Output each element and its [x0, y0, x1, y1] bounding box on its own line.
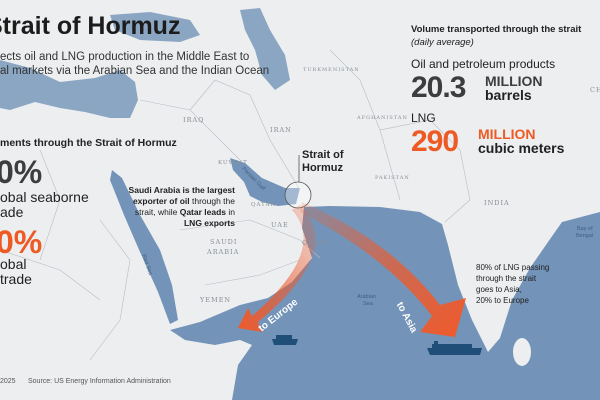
callout-text: strait, while	[134, 207, 180, 217]
oil-volume-unit-1: MILLION	[485, 73, 543, 89]
country-label-iran: IRAN	[270, 126, 292, 134]
oil-volume-value: 20.3	[411, 71, 466, 104]
oil-share-label-1: obal seaborne	[0, 189, 89, 205]
callout-text: Saudi Arabia is the largest	[128, 185, 235, 195]
sri-lanka	[513, 338, 531, 366]
europe-route-arrow	[238, 205, 316, 332]
country-label-qatar: QATAR	[251, 202, 276, 208]
water-bodies	[0, 8, 600, 400]
mediterranean-sea	[0, 60, 138, 118]
strait-highlight-circle	[284, 181, 312, 209]
footer-year: 2025	[0, 378, 16, 385]
country-label-saudi-1: SAUDI	[210, 238, 238, 246]
caspian-sea	[240, 8, 290, 90]
country-label-yemen: YEMEN	[200, 296, 232, 304]
country-label-pakistan: PAKISTAN	[375, 175, 410, 181]
lng-destination-callout: 80% of LNG passing through the strait go…	[476, 262, 549, 306]
lng-volume-unit-2: cubic meters	[478, 140, 565, 156]
callout-text: exporter of oil	[132, 196, 190, 206]
asia-route-arrow	[300, 202, 466, 337]
volume-heading: Volume transported through the strait	[411, 24, 582, 35]
callout-text: through the strait	[476, 274, 537, 283]
ship-asia-icon	[427, 341, 482, 355]
lng-volume-unit-1: MILLION	[478, 126, 536, 142]
sea-label-bay-1: Bay of	[577, 226, 593, 232]
callout-text: 80% of LNG passing	[476, 263, 550, 272]
country-label-uae: UAE	[271, 221, 289, 229]
page-title: Strait of Hormuz	[0, 12, 181, 40]
oil-share-label-2: ade	[0, 204, 24, 220]
lng-share-label-2: trade	[0, 271, 32, 287]
red-sea	[110, 170, 178, 324]
lng-volume-value: 290	[411, 125, 459, 158]
lng-volume-label: LNG	[411, 111, 436, 125]
oil-share-value: 0%	[0, 154, 43, 190]
callout-text: goes to Asia,	[476, 285, 522, 294]
country-label-india: INDIA	[484, 199, 510, 207]
black-sea	[110, 12, 200, 42]
country-label-oman: OMAN	[302, 239, 329, 247]
saudi-qatar-callout: Saudi Arabia is the largest exporter of …	[129, 185, 235, 229]
oil-volume-unit-2: barrels	[485, 87, 532, 103]
country-label-iraq: IRAQ	[183, 116, 205, 124]
country-label-afghanistan: AFGHANISTAN	[357, 115, 408, 121]
subtitle-line-1: ects oil and LNG production in the Middl…	[0, 51, 250, 63]
country-label-saudi-2: ARABIA	[207, 248, 240, 256]
persian-gulf	[230, 158, 300, 206]
subtitle-line-2: al markets via the Arabian Sea and the I…	[0, 65, 270, 77]
oil-volume-label: Oil and petroleum products	[411, 57, 556, 71]
arabian-sea	[170, 206, 600, 400]
callout-text: in	[226, 207, 235, 217]
sea-label-arabian-1: Arabian	[357, 294, 376, 300]
country-label-turkmenistan: TURKMENISTAN	[303, 67, 360, 73]
callout-text: through the	[189, 196, 235, 206]
callout-text: Qatar leads	[179, 207, 227, 217]
callout-text: LNG exports	[183, 218, 235, 228]
strait-label-1: Strait of	[302, 149, 344, 161]
callout-text: 20% to Europe	[476, 296, 529, 305]
volume-subheading: (daily average)	[411, 37, 474, 48]
lng-share-label-1: obal	[0, 256, 27, 272]
shipments-heading: ments through the Strait of Hormuz	[0, 137, 177, 149]
lng-share-value: 0%	[0, 224, 43, 260]
country-label-china: CH	[590, 86, 600, 94]
ship-europe-icon	[272, 335, 298, 345]
strait-label-2: Hormuz	[302, 162, 343, 174]
country-label-kuwait: KUWAIT	[218, 160, 248, 166]
sea-label-bay-2: Bengal	[576, 233, 594, 239]
sea-label-arabian-2: Sea	[363, 301, 373, 307]
footer-source: Source: US Energy Information Administra…	[28, 378, 171, 385]
